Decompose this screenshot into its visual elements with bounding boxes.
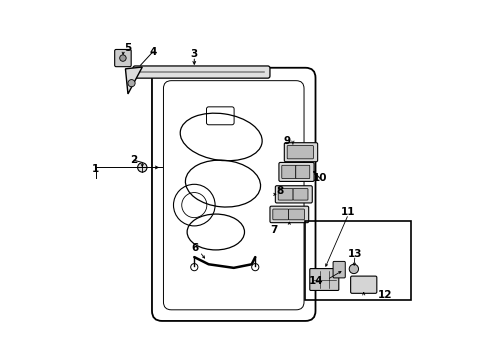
FancyBboxPatch shape	[133, 66, 269, 78]
Text: 4: 4	[149, 46, 157, 57]
FancyBboxPatch shape	[281, 165, 295, 179]
FancyBboxPatch shape	[269, 206, 308, 223]
Circle shape	[128, 80, 135, 87]
FancyBboxPatch shape	[295, 165, 309, 179]
FancyBboxPatch shape	[278, 162, 313, 181]
Circle shape	[137, 163, 147, 172]
Text: 8: 8	[276, 186, 284, 197]
FancyBboxPatch shape	[288, 209, 304, 220]
FancyBboxPatch shape	[275, 186, 312, 203]
FancyBboxPatch shape	[284, 143, 317, 162]
FancyBboxPatch shape	[115, 49, 131, 67]
Bar	[305, 221, 410, 300]
Circle shape	[120, 55, 126, 61]
Text: 13: 13	[347, 248, 362, 258]
Text: 6: 6	[191, 243, 198, 253]
Polygon shape	[125, 67, 142, 94]
Text: 1: 1	[92, 164, 99, 174]
FancyBboxPatch shape	[292, 189, 307, 200]
Text: 10: 10	[312, 173, 326, 183]
FancyBboxPatch shape	[286, 145, 313, 159]
FancyBboxPatch shape	[332, 261, 345, 278]
Text: 11: 11	[341, 207, 355, 217]
Text: 3: 3	[190, 49, 198, 59]
Text: 2: 2	[130, 155, 138, 165]
Text: 5: 5	[124, 43, 131, 53]
FancyBboxPatch shape	[278, 189, 292, 200]
Text: 9: 9	[284, 136, 290, 145]
FancyBboxPatch shape	[309, 269, 338, 291]
FancyBboxPatch shape	[272, 209, 288, 220]
Text: 12: 12	[377, 291, 392, 301]
Text: 14: 14	[308, 276, 323, 286]
FancyBboxPatch shape	[350, 276, 376, 293]
Text: 7: 7	[270, 225, 277, 235]
Circle shape	[348, 264, 358, 274]
